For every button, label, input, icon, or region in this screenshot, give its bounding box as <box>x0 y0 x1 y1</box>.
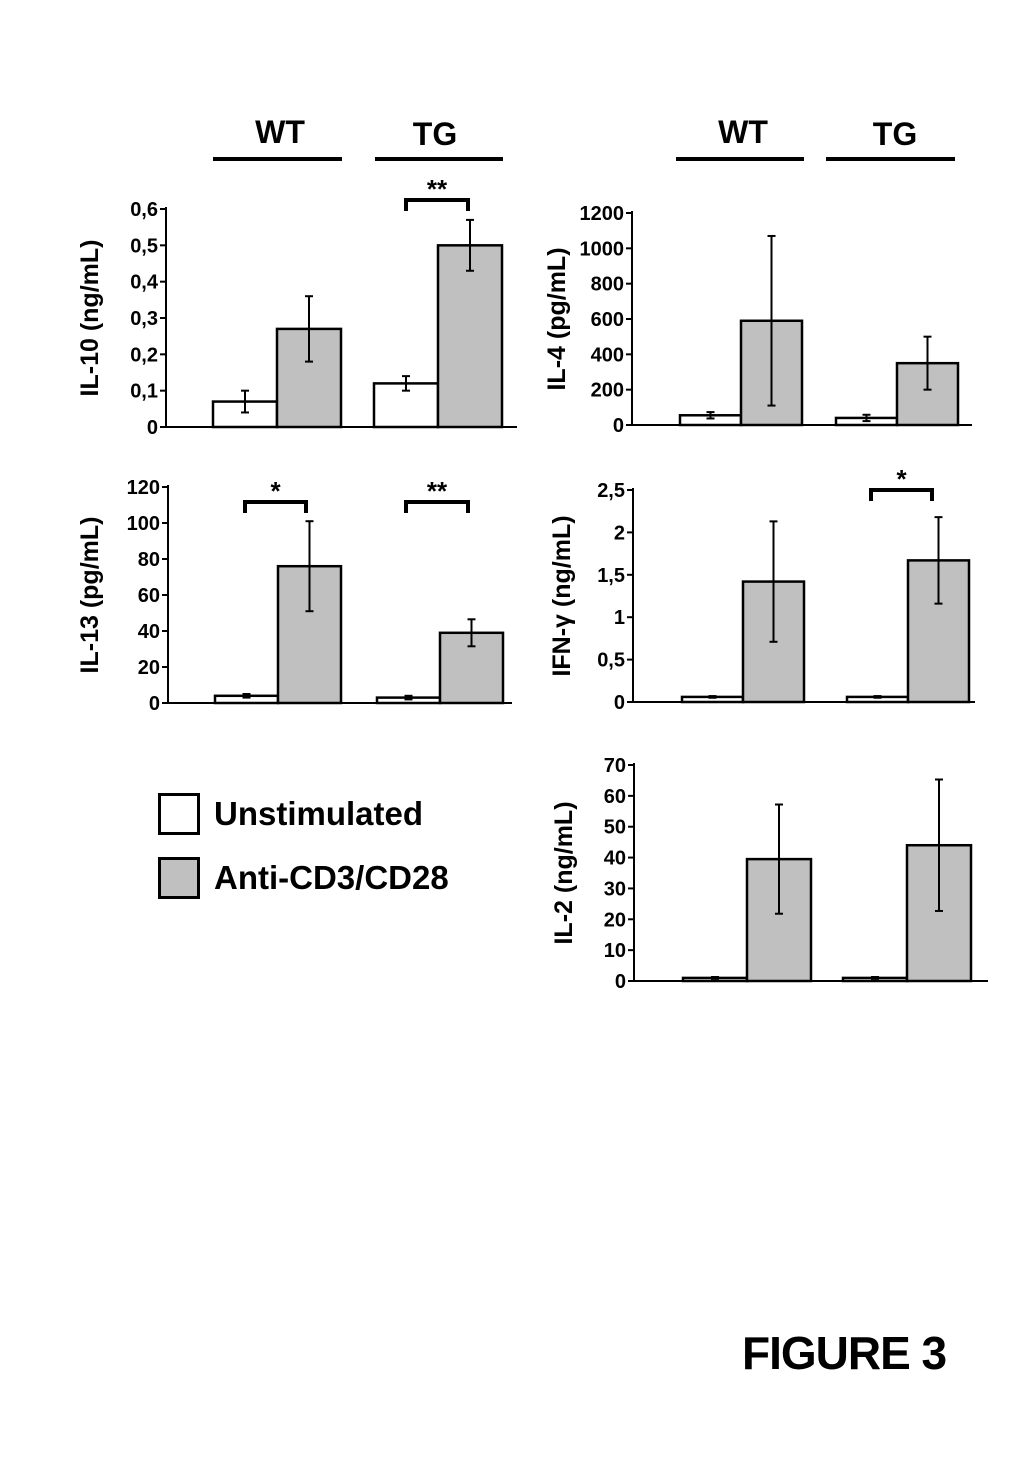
significance-label: ** <box>427 476 448 506</box>
y-tick-label: 70 <box>604 755 626 777</box>
y-axis-label: IL-13 (pg/mL) <box>76 517 104 674</box>
y-tick-label: 0 <box>615 971 626 993</box>
y-tick-label: 1,5 <box>597 565 625 587</box>
y-tick-label: 50 <box>604 817 626 839</box>
group-header-left-wt: WT <box>255 114 305 150</box>
chart-panel-0: 0 0,1 0,2 0,3 0,4 0,5 0,6 IL-10 (ng/mL) ** <box>76 174 517 439</box>
y-axis-label: IL-2 (ng/mL) <box>550 801 578 944</box>
y-tick-label: 1000 <box>580 238 625 260</box>
y-tick-label: 400 <box>591 344 624 366</box>
y-tick-label: 0 <box>613 415 624 437</box>
y-tick-label: 0 <box>614 692 625 714</box>
y-tick-label: 2 <box>614 522 625 544</box>
significance-label: ** <box>427 174 448 204</box>
chart-panel-3: 0 0,5 1 1,5 2 2,5 IFN-γ (ng/mL) * <box>548 464 975 714</box>
y-tick-label: 0,5 <box>597 650 625 672</box>
y-tick-label: 20 <box>604 909 626 931</box>
y-tick-label: 800 <box>591 274 624 296</box>
significance-bracket <box>404 500 470 513</box>
y-tick-label: 200 <box>591 380 624 402</box>
chart-panel-4: 0 10 20 30 40 50 60 70 IL-2 (ng/mL) <box>550 755 988 993</box>
y-tick-label: 80 <box>138 549 160 571</box>
y-tick-label: 60 <box>138 585 160 607</box>
group-header-right-tg: TG <box>872 116 918 152</box>
y-tick-label: 0,2 <box>130 344 158 366</box>
y-tick-label: 20 <box>138 657 160 679</box>
significance-bracket <box>869 488 934 501</box>
y-tick-label: 120 <box>127 477 160 499</box>
legend-swatch-stimulated <box>158 857 200 899</box>
significance-label: * <box>270 476 281 506</box>
y-tick-label: 0 <box>147 417 158 439</box>
group-header-right-wt: WT <box>718 114 768 150</box>
group-header-left-tg: TG <box>412 116 458 152</box>
y-tick-label: 600 <box>591 309 624 331</box>
y-axis-label: IL-4 (pg/mL) <box>543 247 571 390</box>
y-tick-label: 60 <box>604 786 626 808</box>
y-tick-label: 0,4 <box>130 272 159 294</box>
y-tick-label: 100 <box>127 513 160 535</box>
y-tick-label: 1 <box>614 607 625 629</box>
y-tick-label: 40 <box>604 848 626 870</box>
y-axis-label: IFN-γ (ng/mL) <box>548 515 576 676</box>
y-tick-label: 40 <box>138 621 160 643</box>
legend-label-unstimulated: Unstimulated <box>214 795 424 832</box>
bar-tg-stimulated <box>895 361 960 427</box>
y-tick-label: 0,3 <box>130 308 158 330</box>
figure-label: FIGURE 3 <box>742 1327 947 1379</box>
legend-label-stimulated: Anti-CD3/CD28 <box>214 859 449 896</box>
bar-tg-stimulated <box>436 244 504 429</box>
significance-bracket <box>243 500 308 513</box>
significance-bracket <box>404 198 470 211</box>
chart-panel-1: 0 200 400 600 800 1000 1200 IL-4 (pg/mL) <box>543 203 972 437</box>
y-tick-label: 0,5 <box>130 235 158 257</box>
legend-item-stimulated: Anti-CD3/CD28 <box>158 857 449 899</box>
y-tick-label: 0,6 <box>130 199 158 221</box>
y-tick-label: 1200 <box>580 203 625 225</box>
y-tick-label: 0 <box>149 693 160 715</box>
legend-item-unstimulated: Unstimulated <box>158 793 423 835</box>
significance-label: * <box>896 464 907 494</box>
y-tick-label: 30 <box>604 878 626 900</box>
y-axis-label: IL-10 (ng/mL) <box>76 240 104 397</box>
legend-swatch-unstimulated <box>158 793 200 835</box>
y-tick-label: 10 <box>604 940 626 962</box>
y-tick-label: 2,5 <box>597 480 625 502</box>
y-tick-label: 0,1 <box>130 381 158 403</box>
